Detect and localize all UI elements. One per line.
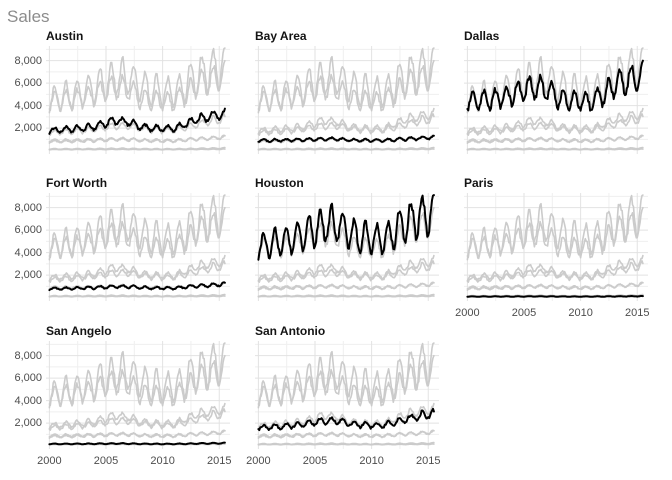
y-axis-tick-label: 2,000 bbox=[14, 417, 42, 430]
series-line-austin bbox=[48, 402, 226, 430]
highlight-line-dallas bbox=[466, 59, 644, 112]
series-line-fort-worth bbox=[48, 429, 226, 439]
x-axis-tick-label: 2010 bbox=[150, 455, 175, 467]
chart-title: Sales bbox=[7, 7, 50, 26]
facet-panel-bay-area bbox=[255, 46, 439, 154]
series-line-fort-worth bbox=[48, 134, 226, 144]
facet-panel-houston bbox=[255, 193, 439, 301]
series-line-fort-worth bbox=[257, 281, 435, 291]
x-axis-tick-label: 2015 bbox=[206, 455, 232, 467]
y-axis-tick-label: 8,000 bbox=[14, 201, 42, 214]
y-axis-tick-label: 4,000 bbox=[14, 394, 42, 407]
series-line-austin bbox=[48, 254, 226, 282]
series-line-dallas bbox=[48, 206, 226, 259]
series-line-san-angelo bbox=[257, 293, 435, 298]
facet-panel-san-angelo bbox=[46, 341, 230, 449]
y-axis-tick-label: 8,000 bbox=[14, 54, 42, 67]
series-line-houston bbox=[466, 194, 644, 261]
y-axis-tick-label: 8,000 bbox=[14, 349, 42, 362]
highlight-line-san-antonio bbox=[257, 407, 435, 432]
series-line-san-antonio bbox=[466, 260, 644, 283]
series-line-houston bbox=[48, 47, 226, 114]
series-line-fort-worth bbox=[466, 134, 644, 144]
x-axis-tick-label: 2000 bbox=[455, 307, 480, 319]
x-axis-tick-label: 2005 bbox=[302, 455, 328, 467]
series-line-dallas bbox=[48, 354, 226, 407]
series-line-san-angelo bbox=[257, 441, 435, 446]
highlight-line-austin bbox=[48, 107, 226, 135]
series-line-austin bbox=[257, 402, 435, 430]
facet-title-bay-area: Bay Area bbox=[255, 29, 307, 43]
highlight-line-houston bbox=[257, 194, 435, 261]
series-line-san-antonio bbox=[257, 113, 435, 136]
series-line-san-angelo bbox=[48, 146, 226, 151]
facet-panel-dallas bbox=[464, 46, 648, 154]
facet-title-paris: Paris bbox=[464, 176, 494, 190]
highlight-line-bay-area bbox=[257, 134, 435, 143]
facet-panel-san-antonio bbox=[255, 341, 439, 449]
series-line-san-antonio bbox=[466, 113, 644, 136]
series-line-fort-worth bbox=[257, 429, 435, 439]
series-line-houston bbox=[48, 342, 226, 409]
series-line-dallas bbox=[257, 206, 435, 259]
x-axis-tick-label: 2015 bbox=[624, 307, 650, 319]
y-axis-tick-label: 6,000 bbox=[14, 77, 42, 90]
series-line-dallas bbox=[48, 59, 226, 112]
x-axis-tick-label: 2005 bbox=[511, 307, 537, 319]
y-axis-tick-label: 4,000 bbox=[14, 246, 42, 259]
facet-title-fort-worth: Fort Worth bbox=[46, 176, 108, 190]
y-axis-tick-label: 6,000 bbox=[14, 372, 42, 385]
facet-title-dallas: Dallas bbox=[464, 29, 500, 43]
facet-panel-paris bbox=[464, 193, 648, 301]
x-axis-tick-label: 2010 bbox=[568, 307, 593, 319]
facet-panel-austin bbox=[46, 46, 230, 154]
x-axis-tick-label: 2005 bbox=[93, 455, 119, 467]
facet-title-san-antonio: San Antonio bbox=[255, 324, 326, 338]
facet-title-austin: Austin bbox=[46, 29, 84, 43]
highlight-line-fort-worth bbox=[48, 281, 226, 292]
series-line-houston bbox=[257, 342, 435, 409]
y-axis-tick-label: 4,000 bbox=[14, 99, 42, 112]
y-axis-tick-label: 6,000 bbox=[14, 224, 42, 237]
series-line-san-antonio bbox=[48, 408, 226, 431]
facet-panel-fort-worth bbox=[46, 193, 230, 301]
series-line-fort-worth bbox=[466, 281, 644, 291]
series-line-san-antonio bbox=[257, 260, 435, 283]
series-line-houston bbox=[48, 194, 226, 261]
highlight-line-san-angelo bbox=[48, 441, 226, 446]
series-line-houston bbox=[257, 47, 435, 114]
series-line-san-angelo bbox=[48, 293, 226, 298]
series-line-san-antonio bbox=[48, 260, 226, 283]
series-line-san-angelo bbox=[466, 146, 644, 151]
x-axis-tick-label: 2000 bbox=[37, 455, 62, 467]
y-axis-tick-label: 2,000 bbox=[14, 269, 42, 282]
series-line-san-angelo bbox=[257, 146, 435, 151]
x-axis-tick-label: 2015 bbox=[415, 455, 441, 467]
series-line-austin bbox=[466, 107, 644, 135]
facet-title-san-angelo: San Angelo bbox=[46, 324, 112, 338]
series-line-austin bbox=[466, 254, 644, 282]
y-axis-tick-label: 2,000 bbox=[14, 122, 42, 135]
facet-title-houston: Houston bbox=[255, 176, 304, 190]
series-line-austin bbox=[257, 107, 435, 135]
series-line-austin bbox=[257, 254, 435, 282]
series-line-dallas bbox=[257, 354, 435, 407]
series-line-dallas bbox=[466, 206, 644, 259]
series-line-dallas bbox=[257, 59, 435, 112]
highlight-line-paris bbox=[466, 295, 644, 298]
x-axis-tick-label: 2000 bbox=[246, 455, 271, 467]
x-axis-tick-label: 2010 bbox=[359, 455, 384, 467]
